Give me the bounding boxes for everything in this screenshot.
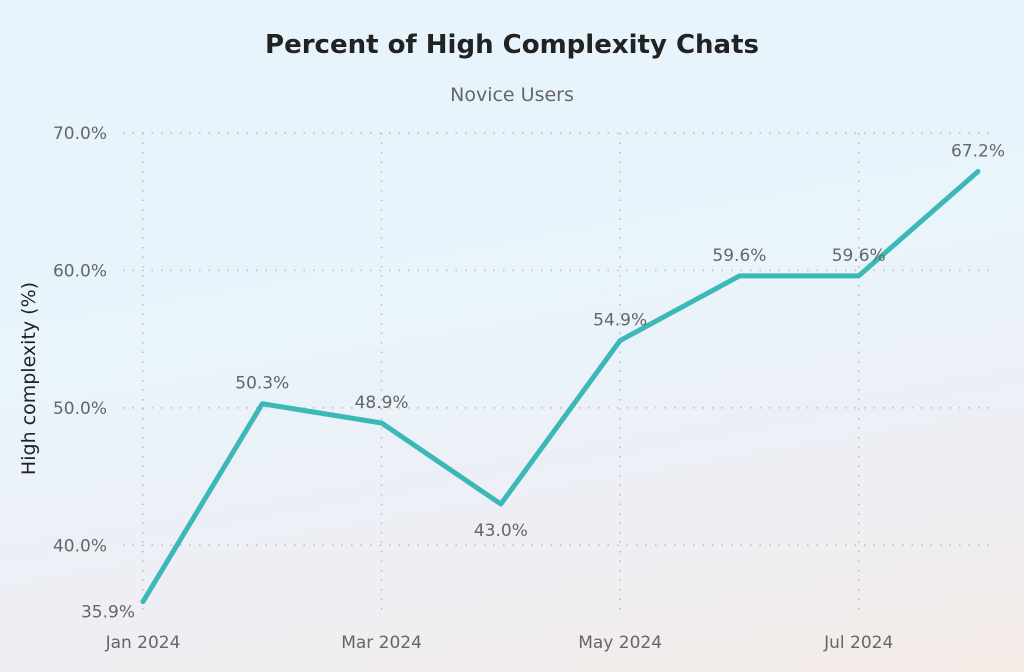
- series-line: [140, 168, 981, 605]
- data-label: 48.9%: [355, 393, 409, 413]
- x-tick-label: Mar 2024: [341, 633, 422, 653]
- chart-title: Percent of High Complexity Chats: [265, 30, 759, 60]
- y-tick-label: 60.0%: [53, 261, 107, 281]
- data-label: 43.0%: [474, 521, 528, 541]
- data-label: 59.6%: [712, 246, 766, 266]
- x-tick-label: Jul 2024: [823, 633, 893, 653]
- x-tick-label: Jan 2024: [105, 633, 181, 653]
- data-label: 54.9%: [593, 311, 647, 331]
- chart-subtitle: Novice Users: [450, 84, 574, 106]
- data-label: 59.6%: [832, 246, 886, 266]
- x-tick-label: May 2024: [578, 633, 662, 653]
- data-label: 35.9%: [81, 603, 135, 623]
- y-tick-label: 50.0%: [53, 399, 107, 419]
- y-axis-label: High complexity (%): [18, 282, 40, 475]
- data-label: 67.2%: [951, 141, 1005, 161]
- y-tick-label: 70.0%: [53, 124, 107, 144]
- y-tick-label: 40.0%: [53, 536, 107, 556]
- data-label: 50.3%: [235, 374, 289, 394]
